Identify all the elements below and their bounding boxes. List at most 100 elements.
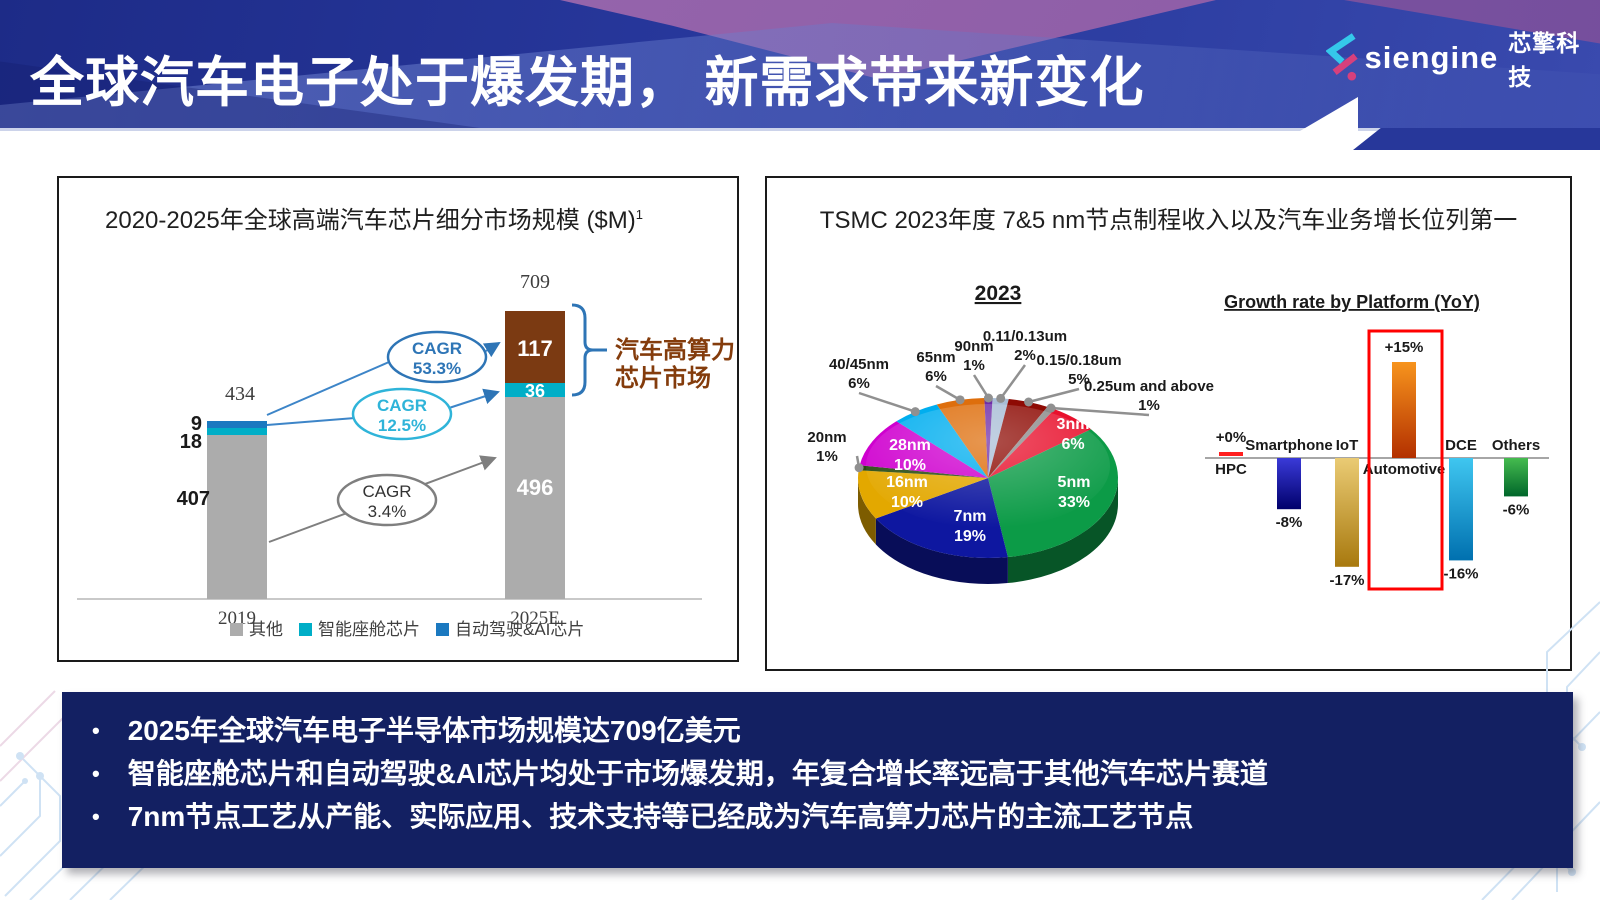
pie-leader-65nm [935,384,961,401]
cagr-label-1: CAGR [377,396,427,415]
pie-title: 2023 [975,282,1022,305]
pie-inlabel-16nm: 16nm [886,474,928,491]
cagr-oval-0 [386,330,488,384]
growth-cat-Smartphone: Smartphone [1245,437,1333,454]
pie-leader-dot-65nm [955,395,965,405]
pie-outpct-0.15/0.18um: 5% [1068,371,1090,388]
pie-leader-0.15/0.18um [1028,387,1080,404]
pie-leader-0.25um and above [1050,406,1150,417]
legend-swatch-1 [299,623,312,636]
summary-box: 2025年全球汽车电子半导体市场规模达709亿美元 智能座舱芯片和自动驾驶&AI… [62,692,1573,868]
growth-title: Growth rate by Platform (YoY) [1224,292,1480,312]
total-2019: 434 [225,383,255,405]
pie-side-5nm [1007,478,1118,584]
cagr-arrow-adas [482,341,501,358]
pie-inpct-16nm: 10% [891,494,923,511]
growth-value-Automotive: +15% [1385,339,1424,356]
growth-cat-DCE: DCE [1445,437,1477,454]
x-label-2025: 2025E [510,608,560,629]
cagr-line-cockpit [266,417,356,426]
slide-title: 全球汽车电子处于爆发期， 新需求带来新变化 [30,53,1145,113]
legend-label-2: 自动驾驶&AI芯片 [455,620,584,639]
legend-swatch-2 [436,623,449,636]
pie-leader-dot-20nm [854,463,864,473]
tsmc-panel: TSMC 2023年度 7&5 nm节点制程收入以及汽车业务增长位列第一 202… [765,176,1572,671]
growth-bar-Smartphone [1277,458,1301,510]
pie-leader-dot-40/45nm [910,407,920,417]
pie-inpct-3nm: 6% [1061,436,1084,453]
brand-logo: siengine 芯擎科技 [1326,24,1600,92]
cagr-label-2: CAGR [362,482,411,501]
summary-bullet-3-text: 7nm节点工艺从产能、实际应用、技术支持等已经成为汽车高算力芯片的主流工艺节点 [127,801,1194,832]
pie-outpct-0.11/0.13um: 2% [1014,347,1036,364]
growth-value-Smartphone: -8% [1276,514,1303,531]
pie-leader-dot-90nm [983,393,993,403]
pie-inlabel-5nm: 5nm [1058,474,1091,491]
value-2025-other: 496 [517,475,554,500]
growth-cat-IoT: IoT [1336,437,1359,454]
growth-cat-Automotive: Automotive [1363,461,1446,478]
tsmc-charts: 2023 0.11/0.13um 2% 0.15/0.18um 5%0.25um and… [807,282,1549,591]
brand-logo-icon [1326,33,1358,81]
bar-2019-other [207,435,267,599]
cagr-value-1: 12.5% [378,416,426,435]
cagr-oval-2 [336,473,438,527]
pie-outlabel-0.15/0.18um: 0.15/0.18um [1036,352,1121,369]
pie-inpct-28nm: 10% [894,457,926,474]
summary-bullet-2: 智能座舱芯片和自动驾驶&AI芯片均处于市场爆发期，年复合增长率远高于其他汽车芯片… [62,752,1573,795]
pie-outlabel-90nm: 90nm [954,338,993,355]
pie-leader-dot-0.11/0.13um [996,393,1006,403]
market-chart-panel: 2020-2025年全球高端汽车芯片细分市场规模 ($M)1 434 709 9 18… [57,176,739,662]
pie-inlabel-3nm: 3nm [1057,416,1090,433]
brand-name-cn: 芯擎科技 [1508,30,1581,90]
pie-outlabel-65nm: 65nm [916,349,955,366]
value-2025-adas: 117 [517,336,553,361]
cagr-value-2: 3.4% [368,502,407,521]
bracket-label-line1: 汽车高算力 [615,336,735,364]
pie-inlabel-7nm: 7nm [954,508,987,525]
value-2019-other: 407 [177,488,210,510]
pie-outpct-65nm: 6% [925,368,947,385]
pie-inlabel-28nm: 28nm [889,437,931,454]
pie-leader-0.11/0.13um [999,364,1027,400]
bracket-label-line2: 芯片市场 [615,364,711,392]
summary-bullet-1: 2025年全球汽车电子半导体市场规模达709亿美元 [62,709,1573,752]
pie-outpct-90nm: 1% [963,357,985,374]
pie-leader-90nm [972,374,990,399]
growth-cat-hpc: HPC [1215,461,1247,478]
cagr-oval-1 [351,387,453,441]
summary-bullet-3: 7nm节点工艺从产能、实际应用、技术支持等已经成为汽车高算力芯片的主流工艺节点 [62,795,1573,838]
header-banner [0,0,1600,131]
legend-swatch-0 [230,623,243,636]
growth-value-hpc: +0% [1216,429,1246,446]
bar-2025-cockpit [505,383,565,397]
header-right-extension [1353,128,1600,150]
market-chart-title: 2020-2025年全球高端汽车芯片细分市场规模 ($M)1 [105,200,643,235]
legend-label-1: 智能座舱芯片 [318,620,420,639]
pie-leader-40/45nm [858,391,916,413]
growth-bar-Automotive [1392,362,1416,458]
pie-outpct-20nm: 1% [816,448,838,465]
tsmc-panel-title: TSMC 2023年度 7&5 nm节点制程收入以及汽车业务增长位列第一 [819,207,1518,234]
pie-outpct-40/45nm: 6% [848,375,870,392]
market-stacked-bar-chart: 43470991840711736496CAGR53.3%CAGR12.5%CA… [77,271,735,639]
bar-2025-other [505,397,565,599]
cagr-line-adas [266,361,390,416]
pie-side-7nm [875,518,1008,584]
growth-bar-IoT [1335,458,1359,567]
pie-leader-dot-0.25um and above [1046,403,1056,413]
value-2019-cockpit: 18 [180,431,202,453]
pie-outlabel-0.11/0.13um: 0.11/0.13um [983,328,1067,345]
cagr-value-0: 53.3% [413,359,461,378]
pie-leader-dot-0.15/0.18um [1024,397,1034,407]
summary-bullet-1-text: 2025年全球汽车电子半导体市场规模达709亿美元 [127,715,741,746]
growth-highlight-box [1367,329,1444,591]
summary-bullet-2-text: 智能座舱芯片和自动驾驶&AI芯片均处于市场爆发期，年复合增长率远高于其他汽车芯片… [127,758,1268,789]
bar-2019-cockpit [207,428,267,435]
pie-outlabel-0.25um and above: 0.25um and above [1084,378,1214,395]
bar-2019-adas [207,421,267,428]
growth-value-Others: -6% [1503,501,1530,518]
cagr-label-0: CAGR [412,339,462,358]
growth-bar-hpc [1219,452,1243,456]
market-chart-title-text: 2020-2025年全球高端汽车芯片细分市场规模 ($M) [105,207,636,234]
